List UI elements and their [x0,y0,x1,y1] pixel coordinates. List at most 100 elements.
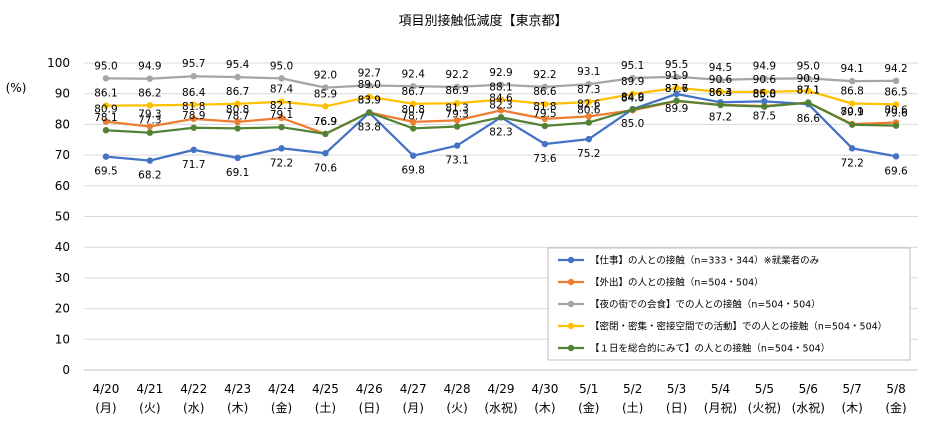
data-point [805,75,812,82]
x-tick-sublabel: (月) [403,401,424,415]
data-label: 79.6 [884,108,908,120]
gridlines [84,62,918,371]
data-label: 69.1 [226,167,249,179]
x-tick-sublabel: (火祝) [748,401,781,415]
data-point [102,118,110,125]
x-tick-label: 4/24 [268,382,295,396]
y-tick-label: 80 [55,117,70,131]
data-label: 90.9 [797,73,820,85]
data-label: 81.8 [182,101,205,113]
data-label: 87.4 [270,84,294,96]
data-label: 82.3 [489,99,512,111]
data-point [629,74,636,82]
data-point [585,113,592,120]
data-label: 80.6 [577,105,601,117]
x-tick-label: 4/27 [400,382,427,396]
data-label: 73.1 [445,155,468,167]
data-point [190,146,197,154]
x-tick-sublabel: (金) [885,400,906,415]
data-label: 69.6 [884,165,908,177]
data-label: 86.5 [884,86,907,98]
data-point [761,98,768,105]
data-point [805,87,812,95]
x-tick-label: 4/20 [92,382,119,396]
data-label: 94.1 [840,63,863,75]
y-tick-label: 30 [55,271,70,285]
data-point [761,88,768,96]
data-point [453,83,461,91]
data-point [190,73,197,80]
data-point [410,118,417,126]
data-point [541,83,549,91]
data-point [102,75,110,82]
series-4 [102,84,900,110]
x-tick-sublabel: (水) [183,401,204,415]
x-tick-sublabel: (日) [666,401,687,415]
x-tick-sublabel: (水祝) [792,401,825,415]
data-point [234,73,241,81]
data-point [146,157,154,164]
y-tick-label: 90 [55,87,70,101]
data-label: 75.2 [577,148,600,160]
x-tick-label: 5/8 [886,382,905,396]
data-label: 68.2 [138,170,161,182]
data-point [366,82,373,89]
data-point [585,119,592,126]
data-label: 78.7 [226,110,249,122]
data-label: 86.4 [709,87,733,99]
data-label: 92.4 [402,68,426,80]
data-label: 69.8 [402,165,425,177]
data-point [717,76,724,84]
legend-item: 【外出】の人との接触（n=504・504） [558,277,764,289]
data-label: 87.7 [665,83,688,95]
data-point [761,103,768,110]
data-point [410,152,417,159]
data-label: 87.6 [665,83,689,95]
x-tick-label: 5/3 [667,382,686,396]
data-label: 76.9 [314,116,337,128]
data-point [717,88,724,96]
data-point [585,135,592,143]
data-label: 92.2 [533,69,556,81]
legend-item: 【夜の街での会食】での人との接触（n=504・504） [558,299,821,311]
data-label: 92.0 [314,70,337,82]
data-label: 78.9 [182,110,205,122]
data-label: 94.9 [753,61,776,73]
data-point [234,100,241,108]
data-label: 86.3 [709,87,732,99]
data-point [673,90,680,98]
x-tick-sublabel: (金) [271,400,292,415]
data-point [541,100,549,108]
data-point [892,101,900,108]
data-point [453,117,461,124]
data-label: 90.6 [753,74,777,86]
x-tick-label: 4/21 [136,382,163,396]
data-label: 86.7 [226,86,249,98]
data-point [453,100,461,107]
data-label: 89.9 [665,103,688,115]
legend-label: 【密閉・密集・密接空間での活動】での人との接触（n=504・504） [590,321,887,333]
x-tick-label: 4/22 [180,382,207,396]
y-tick-label: 20 [55,302,70,316]
data-label: 85.9 [314,88,337,100]
data-label: 86.6 [797,113,821,125]
x-tick-label: 4/30 [531,382,558,396]
data-label: 80.8 [402,104,425,116]
x-tick-sublabel: (月) [95,401,116,415]
data-label: 86.1 [94,88,117,100]
data-point [278,114,285,122]
data-point [585,80,592,88]
data-label: 70.6 [314,162,338,174]
data-label: 79.1 [270,109,293,121]
data-label: 95.1 [621,60,644,72]
data-point [322,103,329,110]
data-point [453,123,461,130]
data-point [541,115,549,123]
data-label: 92.7 [358,67,381,79]
x-tick-label: 5/7 [843,382,862,396]
data-point [234,125,241,132]
data-point [805,99,812,106]
legend-swatch-marker [567,322,575,330]
data-label: 83.9 [358,94,381,106]
